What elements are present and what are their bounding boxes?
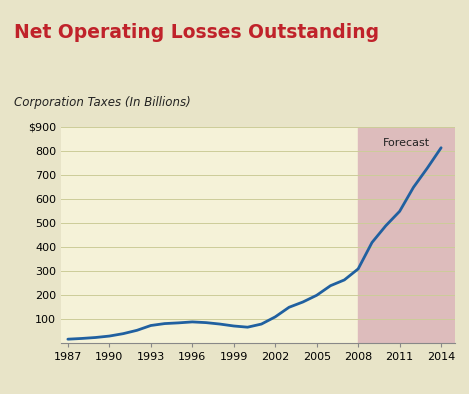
Bar — [358, 127, 458, 343]
Text: Net Operating Losses Outstanding: Net Operating Losses Outstanding — [14, 22, 379, 42]
Text: Corporation Taxes (In Billions): Corporation Taxes (In Billions) — [14, 96, 191, 109]
Text: Forecast: Forecast — [383, 138, 430, 148]
